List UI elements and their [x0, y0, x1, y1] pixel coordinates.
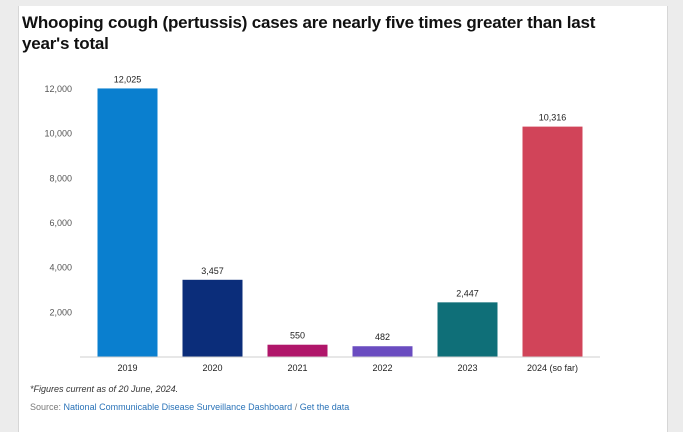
- y-tick-label: 2,000: [49, 307, 72, 317]
- labels: 12,025 2019 3,457 2020 550 2021 482 2022 2,447 20…: [114, 74, 578, 373]
- x-tick-label: 2020: [202, 363, 222, 373]
- bar-2024[interactable]: [522, 126, 583, 357]
- data-label: 2,447: [456, 288, 479, 298]
- data-label: 10,316: [539, 113, 567, 123]
- data-label: 3,457: [201, 266, 224, 276]
- bar-2019[interactable]: [97, 88, 158, 358]
- y-axis: 2,000 4,000 6,000 8,000 10,000 12,000: [44, 84, 72, 317]
- data-label: 482: [375, 332, 390, 342]
- y-tick-label: 12,000: [44, 84, 72, 94]
- bar-2022[interactable]: [352, 346, 413, 357]
- bar-2020[interactable]: [182, 279, 243, 357]
- chart-title: Whooping cough (pertussis) cases are nea…: [22, 13, 596, 53]
- source-label: Source:: [30, 402, 62, 412]
- x-tick-label: 2024 (so far): [527, 363, 578, 373]
- y-tick-label: 4,000: [49, 263, 72, 273]
- source-separator: /: [294, 402, 298, 412]
- y-tick-label: 8,000: [49, 173, 72, 183]
- x-tick-label: 2021: [287, 363, 307, 373]
- get-data-link[interactable]: Get the data: [299, 402, 350, 412]
- bar-2021[interactable]: [267, 344, 328, 357]
- footnote: *Figures current as of 20 June, 2024.: [30, 384, 179, 394]
- bar-2023[interactable]: [437, 302, 498, 357]
- x-tick-label: 2023: [457, 363, 477, 373]
- bars: [97, 88, 583, 358]
- source-link[interactable]: National Communicable Disease Surveillan…: [63, 402, 293, 412]
- x-tick-label: 2022: [372, 363, 392, 373]
- source-line: Source: National Communicable Disease Su…: [30, 402, 349, 412]
- data-label: 12,025: [114, 74, 142, 84]
- x-tick-label: 2019: [117, 363, 137, 373]
- y-tick-label: 6,000: [49, 218, 72, 228]
- y-tick-label: 10,000: [44, 129, 72, 139]
- data-label: 550: [290, 331, 305, 341]
